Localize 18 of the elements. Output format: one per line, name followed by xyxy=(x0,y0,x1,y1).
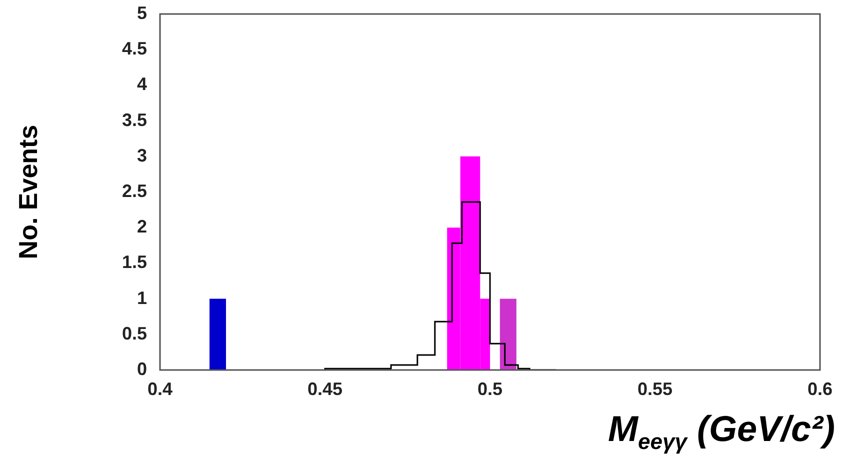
y-tick-label: 5 xyxy=(136,2,147,23)
x-tick-label: 0.5 xyxy=(477,378,503,399)
x-tick-label: 0.6 xyxy=(807,378,833,399)
y-tick-label: 1.5 xyxy=(122,252,147,272)
y-tick-label: 1 xyxy=(136,288,147,308)
y-tick-label: 3.5 xyxy=(122,110,147,130)
x-tick-label: 0.45 xyxy=(307,378,343,399)
y-tick-label: 3 xyxy=(136,145,147,166)
y-tick-label: 0 xyxy=(136,358,147,379)
y-tick-label: 0.5 xyxy=(122,323,147,344)
x-axis-title: M$_{eeγγ}$ (GeV/c²) xyxy=(608,408,835,456)
x-tick-label: 0.4 xyxy=(147,378,173,399)
x-tick-label: 0.55 xyxy=(637,378,673,399)
y-tick-label: 4.5 xyxy=(122,38,147,59)
y-axis-title: No. Events xyxy=(12,124,43,260)
y-tick-label: 2 xyxy=(136,216,147,237)
y-tick-label: 4 xyxy=(136,74,147,94)
y-tick-label: 2.5 xyxy=(122,180,147,201)
